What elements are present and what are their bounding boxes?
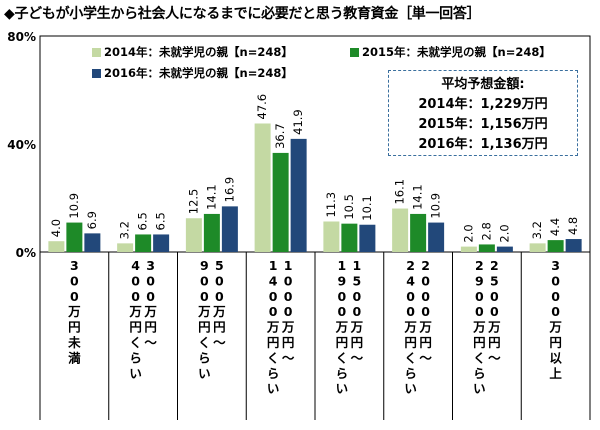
bar (565, 239, 582, 252)
category-label: 3 0 0 万円未満 (67, 258, 81, 365)
legend-label-2015: 2015年：未就学児の親【n=248】 (362, 45, 551, 59)
data-label: 3.2 (530, 221, 544, 239)
data-label: 36.7 (273, 123, 287, 149)
data-label: 14.1 (204, 184, 218, 210)
bar (410, 213, 427, 252)
category-label: 2 5 0 0 万円～ (487, 258, 501, 365)
category-label: 9 0 0 万円くらい (197, 258, 211, 381)
data-label: 4.8 (566, 217, 580, 235)
bar (290, 138, 307, 252)
data-label: 41.9 (291, 109, 305, 135)
bar (117, 243, 134, 252)
bar (547, 240, 564, 252)
data-label: 10.9 (67, 193, 81, 219)
y-tick-label: 80% (7, 30, 36, 44)
category-label: 1 0 0 0 万円～ (281, 258, 295, 365)
legend-item-2014: 2014年：未就学児の親【n=248】 (92, 44, 293, 60)
legend-label-2016: 2016年：未就学児の親【n=248】 (104, 66, 293, 80)
chart-title: ◆子どもが小学生から社会人になるまでに必要だと思う教育資金［単一回答］ (4, 6, 481, 22)
data-label: 2.8 (479, 222, 493, 240)
data-label: 14.1 (411, 184, 425, 210)
data-label: 10.1 (360, 195, 374, 221)
average-estimate-box: 平均予想金額: 2014年：1,229万円 2015年：1,156万円 2016… (388, 70, 578, 156)
data-label: 47.6 (255, 94, 269, 120)
data-label: 16.1 (393, 179, 407, 205)
category-label: 1 5 0 0 万円～ (350, 258, 364, 365)
bar (341, 223, 358, 252)
data-label: 2.0 (497, 224, 511, 242)
category-label: 3 0 0 万円～ (143, 258, 157, 350)
data-label: 3.2 (118, 221, 132, 239)
y-tick-label: 40% (7, 138, 36, 152)
category-label: 2 0 0 0 万円～ (418, 258, 432, 365)
data-label: 6.5 (154, 212, 168, 230)
category-label: 1 9 0 0 万円くらい (335, 258, 349, 396)
bar (359, 224, 376, 252)
category-label: 3 0 0 0 万円以上 (548, 258, 562, 381)
average-heading: 平均予想金額: (441, 77, 525, 92)
legend-swatch-2014 (92, 47, 101, 57)
bar (66, 222, 83, 252)
category-label: 1 4 0 0 万円くらい (266, 258, 280, 396)
category-label: 4 0 0 万円くらい (128, 258, 142, 381)
legend-label-2014: 2014年：未就学児の親【n=248】 (104, 45, 293, 59)
bar (428, 222, 445, 252)
bar (203, 213, 220, 252)
data-label: 12.5 (186, 189, 200, 215)
bar (478, 244, 495, 252)
bar (392, 208, 409, 252)
bar (496, 246, 513, 252)
legend-swatch-2015 (350, 47, 359, 57)
category-label: 2 4 0 0 万円くらい (403, 258, 417, 396)
legend-item-2016: 2016年：未就学児の親【n=248】 (92, 65, 293, 81)
bar (135, 234, 152, 252)
data-label: 6.5 (136, 212, 150, 230)
data-label: 10.5 (342, 194, 356, 220)
category-label: 5 0 0 万円～ (212, 258, 226, 350)
bar (529, 243, 546, 252)
bar (185, 218, 202, 252)
data-label: 11.3 (324, 192, 338, 218)
category-label: 2 9 0 0 万円くらい (472, 258, 486, 396)
y-tick-label: 0% (16, 246, 36, 260)
legend-item-2015: 2015年：未就学児の親【n=248】 (350, 44, 551, 60)
bar (48, 241, 65, 252)
data-label: 6.9 (85, 211, 99, 229)
data-label: 4.0 (49, 219, 63, 237)
average-line-2014: 2014年：1,229万円 (418, 97, 548, 112)
data-label: 2.0 (461, 224, 475, 242)
bar (272, 152, 289, 252)
bar (221, 206, 238, 252)
data-label: 16.9 (222, 177, 236, 203)
bar (84, 233, 101, 252)
bar (153, 234, 170, 252)
bar (460, 246, 477, 252)
data-label: 10.9 (429, 193, 443, 219)
data-label: 4.4 (548, 218, 562, 236)
legend-swatch-2016 (92, 68, 101, 78)
average-line-2016: 2016年：1,136万円 (418, 137, 548, 152)
average-line-2015: 2015年：1,156万円 (418, 117, 548, 132)
bar (254, 123, 271, 252)
bar (323, 221, 340, 252)
